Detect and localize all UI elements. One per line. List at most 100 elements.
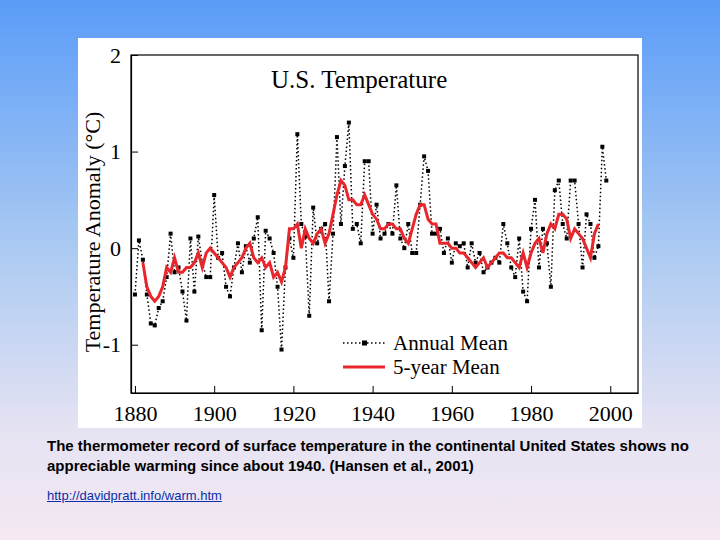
y-tick-mark — [131, 248, 138, 249]
series-marker — [592, 256, 596, 260]
series-marker — [529, 227, 533, 231]
series-marker — [157, 306, 161, 310]
series-marker — [264, 229, 268, 233]
y-tick: 1 — [110, 139, 138, 164]
series-marker — [236, 241, 240, 245]
series-marker — [596, 244, 600, 248]
series-marker — [446, 236, 450, 240]
series-marker — [402, 246, 406, 250]
series-marker — [565, 236, 569, 240]
series-line — [135, 123, 606, 350]
x-tick-label: 1880 — [113, 401, 157, 426]
legend-label: Annual Mean — [393, 331, 508, 355]
series-marker — [351, 227, 355, 231]
series-marker — [327, 299, 331, 303]
x-tick: 1880 — [113, 386, 157, 426]
series-marker — [315, 241, 319, 245]
series-marker — [501, 222, 505, 226]
series-marker — [169, 232, 173, 236]
x-tick-label: 1960 — [430, 401, 474, 426]
series-marker — [585, 212, 589, 216]
series-marker — [137, 238, 141, 242]
x-tick: 1960 — [430, 386, 474, 426]
x-tick-label: 1900 — [193, 401, 237, 426]
series-line — [143, 181, 599, 302]
series-marker — [280, 348, 284, 352]
series-marker — [335, 135, 339, 139]
series-marker — [228, 294, 232, 298]
series-marker — [383, 232, 387, 236]
source-link[interactable]: http://davidpratt.info/warm.htm — [47, 488, 222, 503]
series-marker — [379, 236, 383, 240]
y-axis: -1012 — [103, 43, 138, 394]
series-marker — [375, 203, 379, 207]
y-tick-label: -1 — [103, 332, 121, 357]
series-marker — [549, 285, 553, 289]
x-tick-mark — [214, 386, 215, 393]
series-marker — [295, 132, 299, 136]
series-marker — [517, 236, 521, 240]
legend-line — [343, 366, 385, 369]
series-marker — [173, 270, 177, 274]
series-marker — [509, 265, 513, 269]
series-marker — [577, 222, 581, 226]
series-marker — [299, 222, 303, 226]
series-marker — [541, 227, 545, 231]
series-marker — [347, 121, 351, 125]
series-marker — [398, 236, 402, 240]
series-marker — [371, 232, 375, 236]
series-marker — [430, 232, 434, 236]
y-tick: 0 — [110, 236, 138, 261]
series-marker — [311, 206, 315, 210]
series-marker — [454, 241, 458, 245]
series-marker — [537, 265, 541, 269]
y-tick-label: 1 — [110, 139, 121, 164]
series-marker — [184, 319, 188, 323]
x-axis-line — [132, 393, 639, 394]
series-marker — [458, 244, 462, 248]
series-marker — [466, 265, 470, 269]
series-marker — [276, 285, 280, 289]
series-marker — [331, 232, 335, 236]
series-marker — [442, 251, 446, 255]
caption: The thermometer record of surface temper… — [47, 436, 702, 476]
series-marker — [188, 236, 192, 240]
series-marker — [478, 251, 482, 255]
series-marker — [224, 285, 228, 289]
series-marker — [525, 299, 529, 303]
x-tick-mark — [373, 386, 374, 393]
series-marker — [557, 179, 561, 183]
series-marker — [450, 261, 454, 265]
series-marker — [343, 164, 347, 168]
x-tick-mark — [452, 386, 453, 393]
series-marker — [422, 154, 426, 158]
series-marker — [260, 328, 264, 332]
series-marker — [248, 261, 252, 265]
series-marker — [406, 222, 410, 226]
x-tick-label: 1980 — [510, 401, 554, 426]
legend-marker — [362, 341, 367, 346]
series-marker — [414, 251, 418, 255]
x-tick: 1940 — [351, 386, 395, 426]
chart-panel — [78, 38, 642, 428]
x-tick-mark — [610, 386, 611, 393]
x-axis: 1880190019201940196019802000 — [113, 386, 638, 426]
series-marker — [394, 183, 398, 187]
x-tick-label: 2000 — [589, 401, 633, 426]
series-marker — [192, 290, 196, 294]
series-marker — [133, 292, 137, 296]
series-marker — [553, 188, 557, 192]
y-axis-line — [131, 56, 132, 394]
series-marker — [390, 232, 394, 236]
x-tick-mark — [531, 386, 532, 393]
plot-frame — [131, 55, 638, 393]
series-marker — [268, 236, 272, 240]
y-tick-label: 0 — [110, 236, 121, 261]
plot-area — [133, 121, 608, 352]
series-marker — [252, 236, 256, 240]
series-marker — [141, 258, 145, 262]
series-marker — [256, 215, 260, 219]
series-marker — [482, 270, 486, 274]
series-marker — [220, 251, 224, 255]
x-tick: 1980 — [510, 386, 554, 426]
